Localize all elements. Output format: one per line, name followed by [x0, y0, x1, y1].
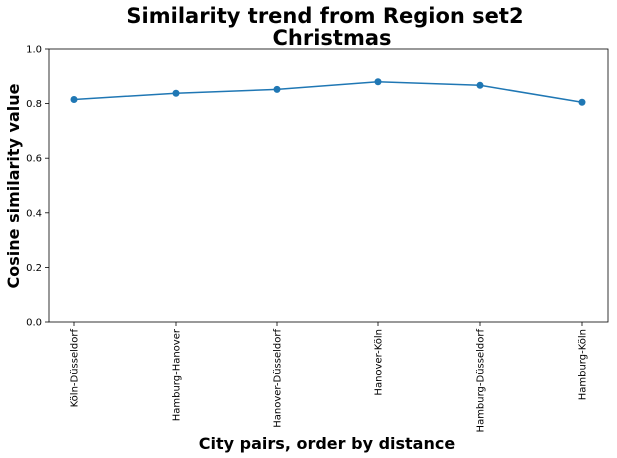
x-tick-label: Hamburg-Düsseldorf	[476, 329, 487, 433]
y-tick-label: 0.8	[26, 99, 42, 110]
x-tick-label: Hanover-Köln	[374, 329, 385, 396]
y-tick-label: 0.2	[26, 263, 42, 274]
y-tick-label: 0.4	[26, 208, 42, 219]
data-point	[578, 98, 586, 106]
x-tick-label: Hamburg-Hanover	[172, 328, 183, 421]
x-tick-label: Köln-Düsseldorf	[70, 329, 81, 408]
y-tick-label: 0.0	[26, 318, 42, 329]
y-tick-label: 0.6	[26, 154, 42, 165]
series-points	[70, 78, 586, 106]
x-tick-label: Hamburg-Köln	[578, 329, 589, 400]
data-point	[374, 78, 382, 86]
x-axis-label: City pairs, order by distance	[199, 434, 456, 453]
x-tick-label: Hanover-Düsseldorf	[273, 329, 284, 428]
plot-area	[48, 48, 609, 323]
data-point	[172, 89, 180, 97]
data-point	[476, 81, 484, 89]
data-point	[273, 85, 281, 93]
series-line	[73, 81, 583, 103]
y-axis: 0.0 0.2 0.4 0.6 0.8 1.0	[26, 45, 49, 329]
y-tick-label: 1.0	[26, 45, 42, 56]
chart-title-line1: Similarity trend from Region set2	[126, 4, 523, 28]
chart-title-line2: Christmas	[272, 26, 391, 50]
data-point	[70, 96, 78, 104]
x-axis: Köln-Düsseldorf Hamburg-Hanover Hanover-Dü…	[70, 322, 589, 432]
y-axis-label: Cosine similarity value	[4, 83, 23, 288]
